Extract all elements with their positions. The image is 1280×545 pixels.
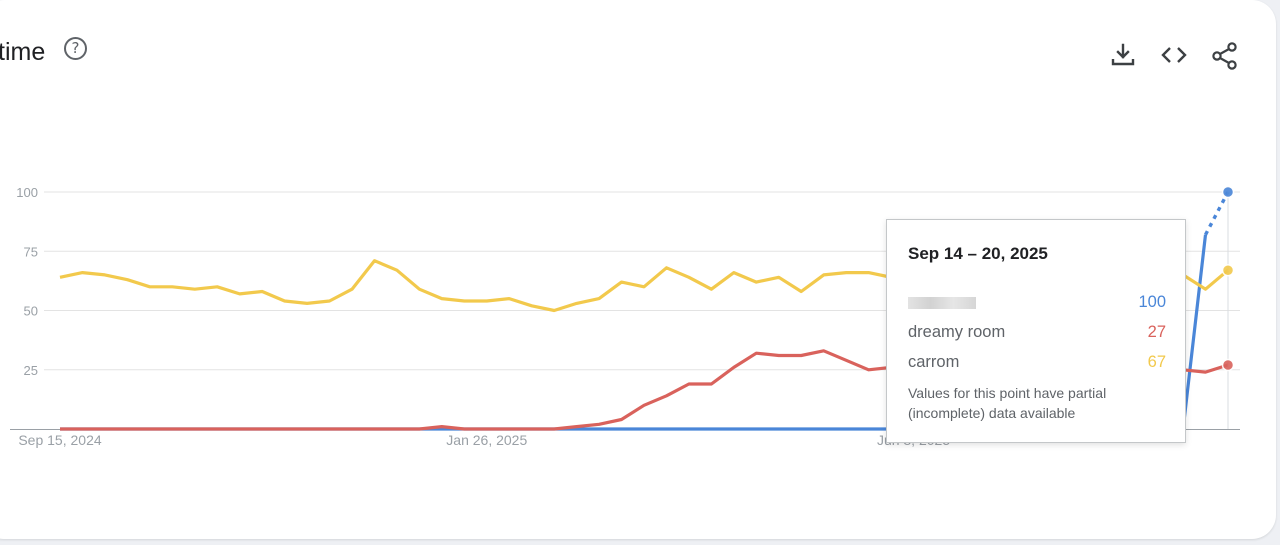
download-icon[interactable] bbox=[1110, 42, 1136, 68]
tooltip-row-series1: 100 bbox=[908, 293, 1166, 315]
y-tick-label-100: 100 bbox=[16, 185, 38, 200]
series-line-carrom-marker bbox=[1221, 263, 1235, 277]
tooltip-row-dreamy-room: dreamy room 27 bbox=[908, 323, 1166, 345]
tooltip: Sep 14 – 20, 2025 100 dreamy room 27 car… bbox=[886, 219, 1186, 443]
tooltip-row-carrom: carrom 67 bbox=[908, 353, 1166, 375]
y-tick-label-75: 75 bbox=[24, 244, 38, 259]
series-line-1-partial bbox=[1204, 191, 1230, 236]
share-icon[interactable] bbox=[1212, 42, 1238, 70]
tooltip-value-carrom: 67 bbox=[1147, 353, 1166, 371]
tooltip-value-series1: 100 bbox=[1138, 293, 1166, 311]
y-tick-label-25: 25 bbox=[24, 363, 38, 378]
x-tick-label: Jan 26, 2025 bbox=[446, 432, 527, 448]
tooltip-label-carrom: carrom bbox=[908, 353, 960, 371]
redacted-term bbox=[908, 297, 976, 309]
x-tick-label: Sep 15, 2024 bbox=[18, 432, 102, 448]
tooltip-label-dreamy-room: dreamy room bbox=[908, 323, 1006, 341]
tooltip-value-dreamy-room: 27 bbox=[1147, 323, 1166, 341]
help-icon[interactable]: ? bbox=[64, 37, 87, 60]
series-line-1-marker bbox=[1221, 185, 1235, 199]
code-icon[interactable] bbox=[1160, 42, 1187, 68]
tooltip-note: Values for this point have partial (inco… bbox=[908, 385, 1107, 421]
series-line-dreamy-room-marker bbox=[1221, 358, 1235, 372]
chart-title: time bbox=[0, 38, 46, 66]
tooltip-date: Sep 14 – 20, 2025 bbox=[908, 244, 1048, 263]
y-tick-label-50: 50 bbox=[24, 304, 38, 319]
